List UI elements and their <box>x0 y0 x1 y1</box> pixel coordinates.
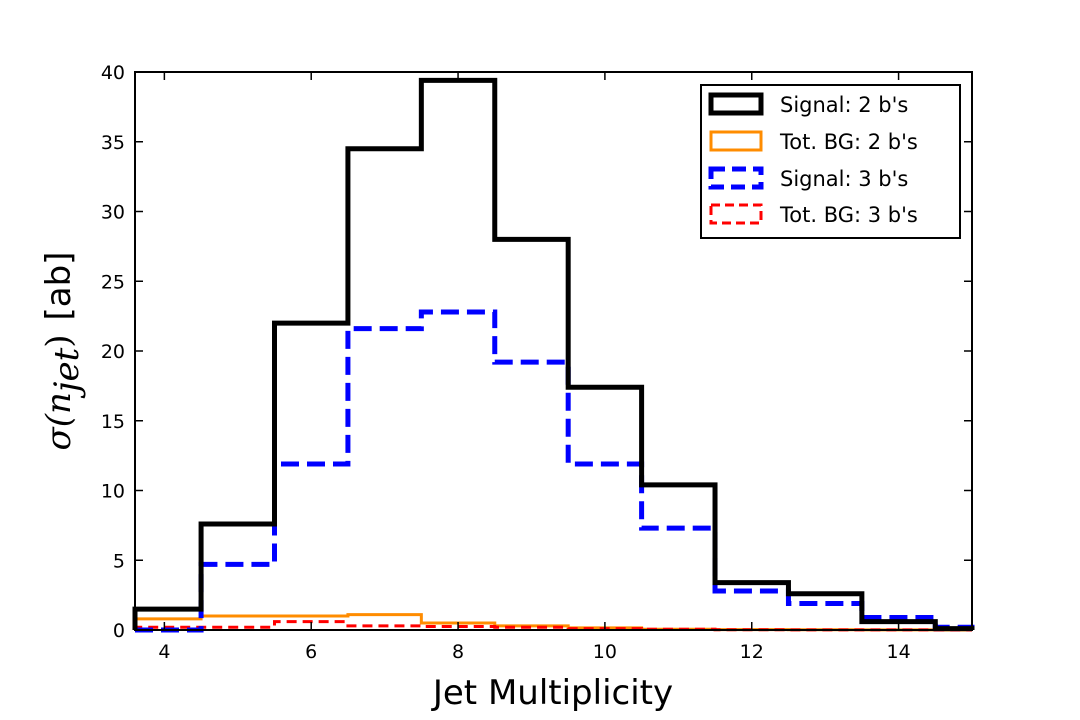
y-axis-title: σ(njet) [ab] <box>39 252 87 451</box>
x-tick-label: 12 <box>740 641 764 663</box>
y-tick-label: 40 <box>101 62 125 84</box>
legend-label-2: Tot. BG: 2 b's <box>779 130 918 154</box>
y-tick-label: 5 <box>113 550 125 572</box>
y-tick-label: 10 <box>101 481 125 503</box>
y-tick-label: 25 <box>101 271 125 293</box>
legend-swatch-2 <box>709 130 763 152</box>
svg-text:σ(njet)[ab]: σ(njet) [ab] <box>39 252 87 451</box>
y-axis-title-close: ) <box>39 334 79 347</box>
y-tick-label: 20 <box>101 341 125 363</box>
x-tick-label: 14 <box>886 641 910 663</box>
legend-label-3: Signal: 3 b's <box>780 167 908 191</box>
x-axis-title: Jet Multiplicity <box>431 673 673 713</box>
series-1-step <box>132 77 975 632</box>
x-tick-label: 6 <box>305 641 317 663</box>
legend-swatch-4 <box>709 203 763 225</box>
y-axis-title-unit: [ab] <box>39 252 79 321</box>
y-axis-title-math: σ(n <box>39 392 79 450</box>
y-tick-label: 0 <box>113 620 125 642</box>
series-4-step <box>133 620 972 632</box>
y-tick-label: 30 <box>101 202 125 224</box>
x-tick-label: 4 <box>158 641 170 663</box>
y-axis-title-subscript: jet <box>47 347 87 399</box>
y-tick-label: 15 <box>101 411 125 433</box>
legend-swatch-3 <box>708 166 764 190</box>
legend-swatch-1 <box>708 92 764 116</box>
legend: Signal: 2 b's Tot. BG: 2 b's Signal: 3 b's… <box>700 84 961 239</box>
legend-label-1: Signal: 2 b's <box>780 93 908 117</box>
x-tick-label: 10 <box>593 641 617 663</box>
y-tick-label: 35 <box>101 132 125 154</box>
series-3-step <box>135 309 975 633</box>
ticks-layer: 4 6 8 10 12 14 0 5 10 15 20 25 30 35 40 <box>101 62 972 663</box>
x-tick-label: 8 <box>452 641 464 663</box>
legend-label-4: Tot. BG: 3 b's <box>779 203 918 227</box>
